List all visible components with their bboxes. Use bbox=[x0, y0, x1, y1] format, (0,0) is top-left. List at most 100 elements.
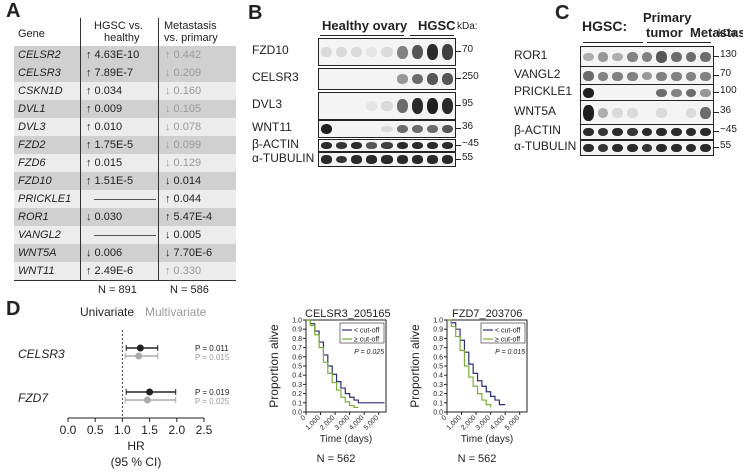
marker-kda: ~45 bbox=[720, 124, 737, 135]
hr-point-univariate bbox=[136, 344, 144, 352]
km-x-label: Time (days) bbox=[320, 434, 372, 445]
km-y-tick-label: 0.6 bbox=[292, 354, 302, 361]
table-bottom-rule bbox=[14, 280, 236, 281]
km-y-tick-label: 0.4 bbox=[292, 373, 302, 380]
group-underline bbox=[320, 35, 404, 36]
km-n-count: N = 562 bbox=[317, 453, 356, 465]
p-value-multivariate: P = 0.025 bbox=[195, 397, 230, 406]
km-legend-box bbox=[480, 322, 526, 344]
blot-band bbox=[396, 99, 408, 113]
blot-band bbox=[700, 71, 711, 81]
forest-x-tick-label: 2.0 bbox=[168, 423, 185, 437]
km-x-tick-label: 3,000 bbox=[334, 414, 351, 431]
km-n-count: N = 562 bbox=[458, 453, 497, 465]
marker-tick bbox=[455, 158, 461, 160]
blot-b-group-healthy: Healthy ovary bbox=[322, 18, 408, 33]
no-data-line bbox=[94, 198, 156, 200]
blot-band bbox=[685, 88, 697, 98]
km-x-tick-label: 4,000 bbox=[489, 414, 506, 431]
panel-d-charts: Univariate Multivariate 0.0 0.5 1.0 1.5 2.0 2.5… bbox=[18, 305, 528, 469]
blot-band bbox=[627, 127, 638, 137]
blot-strip bbox=[318, 92, 456, 120]
blot-band bbox=[641, 127, 653, 137]
gene-name: CSKN1D bbox=[18, 85, 63, 97]
blot-band bbox=[321, 47, 333, 57]
forest-x-tick-label: 0.0 bbox=[60, 423, 77, 437]
table-row: CELSR3 ↑ 7.89E-7 ↓ 0.209 bbox=[14, 64, 236, 82]
blot-band bbox=[583, 71, 594, 81]
blot-band bbox=[685, 143, 697, 153]
hr-point-multivariate bbox=[135, 352, 143, 360]
blot-row-label: α-TUBULIN bbox=[252, 150, 315, 165]
panel-label-d: D bbox=[6, 298, 21, 320]
forest-x-tick-label: 1.5 bbox=[141, 423, 158, 437]
n-metastasis: N = 586 bbox=[170, 284, 209, 296]
blot-band bbox=[700, 143, 711, 153]
p-value-univariate: P = 0.011 bbox=[195, 344, 229, 353]
table-row: WNT11 ↑ 2.49E-6 ↑ 0.330 bbox=[14, 262, 236, 280]
km-y-tick-label: 0.5 bbox=[433, 364, 443, 371]
table-row: DVL3 ↑ 0.010 ↓ 0.078 bbox=[14, 118, 236, 136]
km-x-tick-label: 2,000 bbox=[319, 414, 336, 431]
blot-band bbox=[656, 143, 667, 153]
blot-band bbox=[597, 71, 609, 81]
marker-kda: 36 bbox=[720, 105, 732, 116]
km-y-tick-label: 0.5 bbox=[292, 364, 302, 371]
km-curve-below-cutoff bbox=[306, 319, 385, 404]
blot-band bbox=[671, 71, 682, 81]
km-x-tick-label: 1,000 bbox=[446, 414, 463, 431]
km-legend-label: < cut-off bbox=[495, 328, 520, 335]
blot-band bbox=[336, 155, 348, 164]
marker-kda: 95 bbox=[462, 98, 474, 109]
p-value-multivariate: P = 0.015 bbox=[195, 353, 230, 362]
blot-strip bbox=[580, 66, 714, 86]
p-value-univariate: P = 0.019 bbox=[195, 388, 230, 397]
marker-kda: 250 bbox=[462, 71, 479, 82]
blot-strip bbox=[318, 68, 456, 90]
km-y-label: Proportion alive bbox=[267, 324, 281, 408]
marker-tick bbox=[455, 78, 461, 79]
hgsc-pvalue: ↑ 0.010 bbox=[86, 121, 123, 133]
gene-name: DVL1 bbox=[18, 103, 46, 115]
blot-c-title: HGSC: bbox=[582, 18, 628, 34]
marker-tick bbox=[713, 92, 719, 93]
blot-band bbox=[583, 127, 594, 137]
blot-strip bbox=[580, 100, 714, 126]
metastasis-pvalue: ↓ 0.099 bbox=[165, 139, 202, 151]
blot-c-group-primary-2: tumor bbox=[646, 25, 683, 40]
blot-strip bbox=[318, 139, 456, 152]
blot-band bbox=[583, 87, 594, 99]
hgsc-pvalue: ↑ 0.015 bbox=[86, 157, 123, 169]
km-y-tick-label: 0.0 bbox=[292, 410, 302, 417]
table-row: FZD10 ↑ 1.51E-5 ↓ 0.014 bbox=[14, 172, 236, 190]
forest-x-label-2: (95 % CI) bbox=[111, 455, 162, 469]
metastasis-pvalue: ↑ 0.442 bbox=[165, 49, 202, 61]
hgsc-pvalue: ↑ 2.49E-6 bbox=[86, 265, 134, 277]
blot-band bbox=[441, 44, 453, 60]
metastasis-pvalue: ↑ 0.330 bbox=[165, 265, 202, 277]
blot-band bbox=[426, 142, 438, 149]
gene-name: DVL3 bbox=[18, 121, 46, 133]
km-x-tick-label: 0 bbox=[300, 414, 308, 422]
blot-band bbox=[336, 142, 348, 149]
blot-band bbox=[411, 97, 423, 115]
blot-band bbox=[612, 71, 623, 81]
marker-kda: 70 bbox=[462, 44, 474, 55]
marker-tick bbox=[713, 131, 719, 132]
km-y-tick-label: 0.6 bbox=[433, 354, 443, 361]
km-p-value: P = 0.015 bbox=[495, 349, 525, 356]
blot-row-label: CELSR3 bbox=[252, 70, 299, 84]
km-title: FZD7_203706 bbox=[452, 308, 522, 320]
table-row: FZD2 ↑ 1.75E-5 ↓ 0.099 bbox=[14, 136, 236, 154]
km-y-tick-label: 0.3 bbox=[433, 382, 443, 389]
table-row: ROR1 ↓ 0.030 ↑ 5.47E-4 bbox=[14, 208, 236, 226]
km-curve-above-cutoff bbox=[306, 319, 359, 408]
blot-band bbox=[321, 155, 333, 164]
column-divider bbox=[80, 18, 81, 280]
blot-row-label: VANGL2 bbox=[514, 67, 561, 81]
km-title: CELSR3_205165 bbox=[305, 308, 391, 320]
table-row: WNT5A ↓ 0.006 ↓ 7.70E-6 bbox=[14, 244, 236, 262]
hgsc-pvalue bbox=[86, 193, 156, 205]
hgsc-pvalue bbox=[86, 229, 156, 241]
metastasis-pvalue: ↓ 0.078 bbox=[165, 121, 202, 133]
